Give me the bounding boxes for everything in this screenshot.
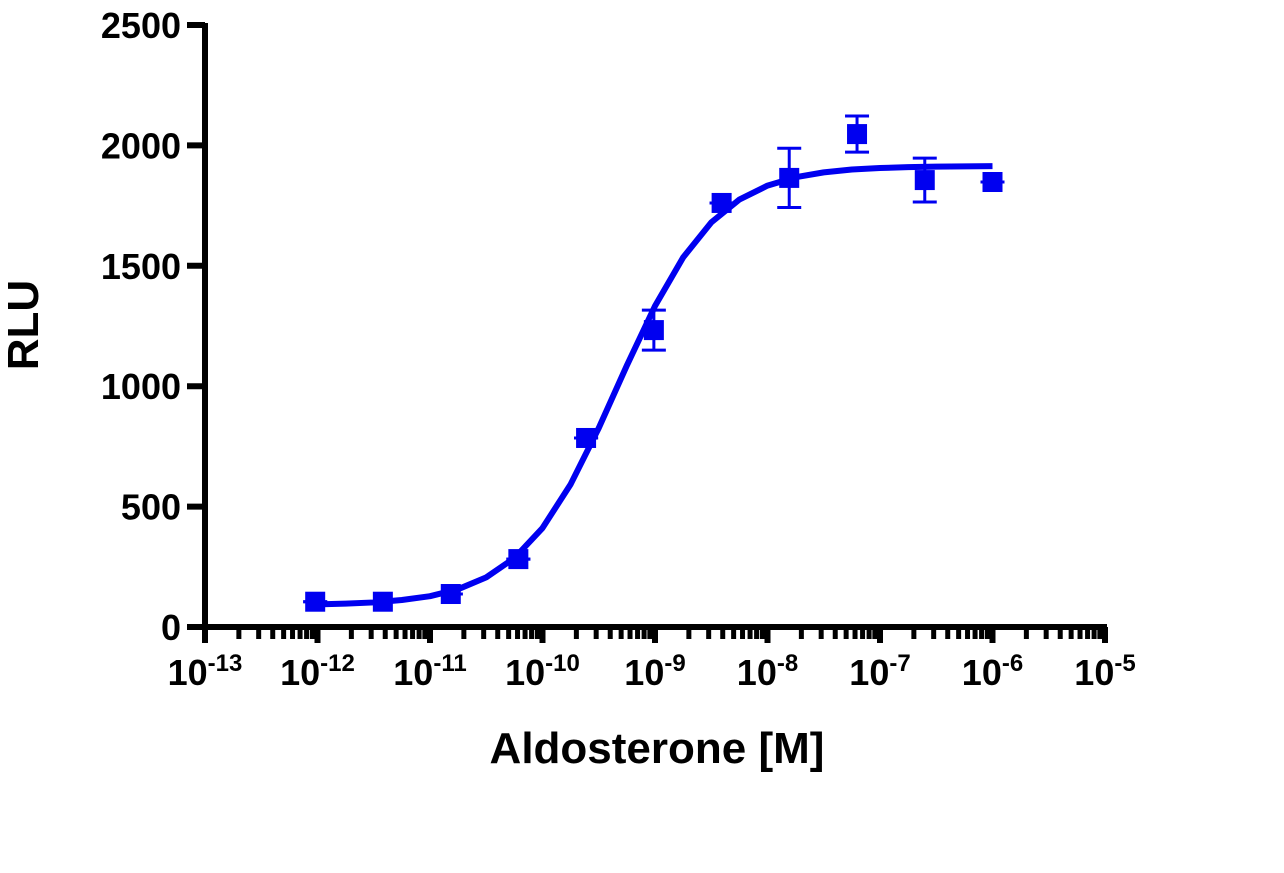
y-tick-label: 1500 (101, 246, 181, 287)
x-tick-label: 10-6 (962, 650, 1023, 693)
marker (982, 172, 1003, 193)
x-tick-base: 10 (505, 652, 545, 693)
y-tick-label: 0 (161, 607, 181, 648)
x-tick-exponent: -11 (433, 650, 466, 677)
x-tick-exponent: -6 (1002, 650, 1023, 677)
x-tick-label: 10-11 (393, 650, 466, 693)
x-tick-label: 10-8 (737, 650, 798, 693)
x-tick-base: 10 (624, 652, 664, 693)
x-tick-base: 10 (280, 652, 320, 693)
x-tick-label: 10-7 (849, 650, 910, 693)
x-tick-label: 10-10 (505, 650, 580, 693)
y-tick-label: 500 (121, 487, 181, 528)
x-tick-base: 10 (737, 652, 777, 693)
y-tick-label: 2000 (101, 125, 181, 166)
marker (847, 124, 868, 145)
x-tick-base: 10 (849, 652, 889, 693)
x-axis-label: Aldosterone [M] (490, 724, 825, 773)
y-tick-label: 1000 (101, 366, 181, 407)
x-tick-exponent: -7 (889, 650, 910, 677)
x-tick-base: 10 (1074, 652, 1114, 693)
fit-curve (317, 163, 993, 608)
x-tick-exponent: -9 (664, 650, 685, 677)
x-tick-exponent: -8 (777, 650, 798, 677)
x-tick-exponent: -13 (208, 650, 243, 677)
x-tick-label: 10-12 (280, 650, 355, 693)
marker (914, 170, 935, 191)
x-tick-base: 10 (393, 652, 433, 693)
y-axis-label: RLU (0, 280, 48, 370)
x-tick-label: 10-9 (624, 650, 685, 693)
x-tick-exponent: -12 (320, 650, 355, 677)
x-tick-label: 10-5 (1074, 650, 1135, 693)
x-tick-label: 10-13 (168, 650, 243, 693)
y-tick-label: 2500 (101, 5, 181, 46)
marker (508, 549, 529, 570)
x-tick-base: 10 (962, 652, 1002, 693)
x-tick-exponent: -5 (1114, 650, 1135, 677)
x-tick-base: 10 (168, 652, 208, 693)
x-tick-exponent: -10 (545, 650, 580, 677)
